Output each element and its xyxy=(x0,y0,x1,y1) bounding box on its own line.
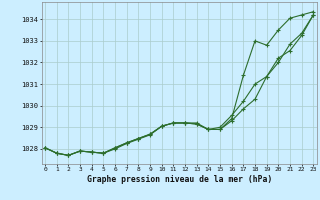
X-axis label: Graphe pression niveau de la mer (hPa): Graphe pression niveau de la mer (hPa) xyxy=(87,175,272,184)
